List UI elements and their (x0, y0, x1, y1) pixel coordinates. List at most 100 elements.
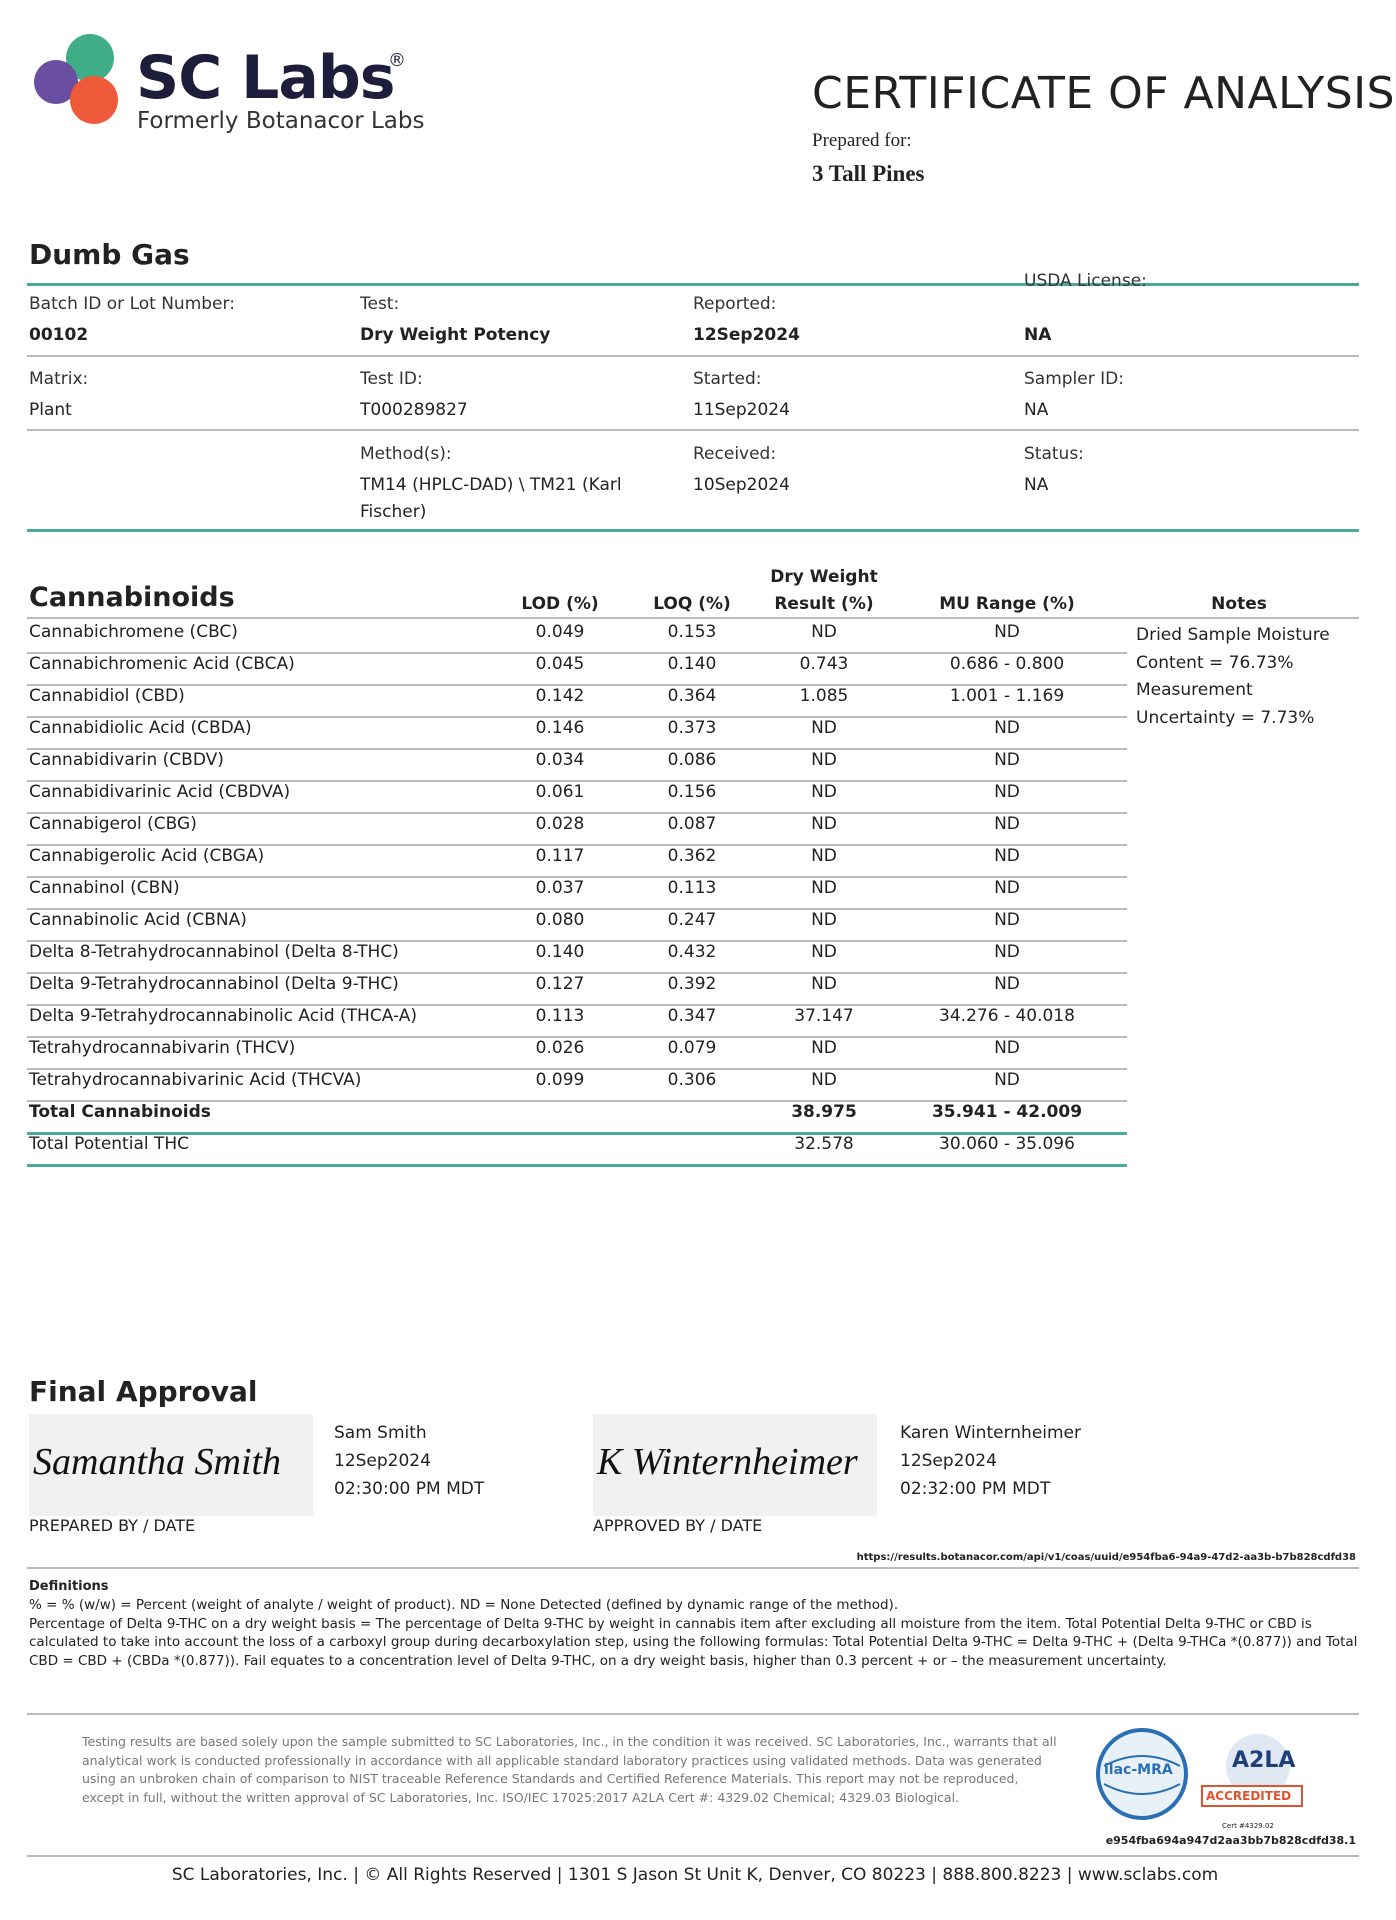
definition-text: % = % (w/w) = Percent (weight of analyte… (29, 1597, 899, 1613)
cell-mu: ND (994, 974, 1020, 994)
document-hash: e954fba694a947d2aa3bb7b828cdfd38.1 (1105, 1834, 1356, 1847)
cell-lod: 0.049 (535, 622, 585, 642)
rule-line (27, 1567, 1359, 1569)
cell-mu: ND (994, 942, 1020, 962)
cell-result: ND (811, 878, 837, 898)
cell-loq: 0.364 (667, 686, 717, 706)
info-value: TM14 (HPLC-DAD) \ TM21 (Karl Fischer) (360, 475, 622, 523)
cell-result: ND (811, 974, 837, 994)
total-mu: 35.941 - 42.009 (931, 1102, 1083, 1122)
cell-loq: 0.247 (667, 910, 717, 930)
sign-date: 12Sep2024 (334, 1451, 431, 1471)
column-header: Notes (1211, 594, 1267, 614)
column-header: LOQ (%) (653, 594, 731, 614)
rule-line (27, 876, 1127, 878)
cell-loq: 0.392 (667, 974, 717, 994)
analyte-name: Cannabidivarinic Acid (CBDVA) (29, 782, 291, 802)
cell-loq: 0.113 (667, 878, 717, 898)
ilac-logo (1096, 1728, 1188, 1820)
analyte-name: Cannabidiolic Acid (CBDA) (29, 718, 252, 738)
info-value: 12Sep2024 (693, 325, 800, 345)
cell-lod: 0.061 (535, 782, 585, 802)
cell-lod: 0.099 (535, 1070, 585, 1090)
rule-line (27, 1068, 1127, 1070)
cell-lod: 0.140 (535, 942, 585, 962)
report-url: https://results.botanacor.com/api/v1/coa… (856, 1552, 1356, 1563)
column-header: LOD (%) (521, 594, 599, 614)
cell-mu: 1.001 - 1.169 (949, 686, 1065, 706)
cell-loq: 0.432 (667, 942, 717, 962)
analyte-name: Cannabidiol (CBD) (29, 686, 185, 706)
rule-line (27, 908, 1127, 910)
rule-line (27, 1164, 1127, 1167)
info-label: Reported: (693, 294, 777, 314)
cell-mu: 34.276 - 40.018 (939, 1006, 1075, 1026)
cell-mu: ND (994, 878, 1020, 898)
cell-result: ND (811, 1070, 837, 1090)
document-title: CERTIFICATE OF ANALYSIS (812, 68, 1396, 119)
total-mu: 30.060 - 35.096 (939, 1134, 1075, 1154)
definition-text: Percentage of Delta 9-THC on a dry weigh… (29, 1615, 1358, 1669)
cell-loq: 0.306 (667, 1070, 717, 1090)
info-label: Received: (693, 444, 777, 464)
client-name: 3 Tall Pines (812, 161, 925, 186)
cell-result: ND (811, 1038, 837, 1058)
rule-line (27, 1036, 1127, 1038)
cell-result: ND (811, 782, 837, 802)
info-label: Started: (693, 369, 762, 389)
cell-loq: 0.362 (667, 846, 717, 866)
ilac-label: ilac-MRA (1104, 1762, 1173, 1778)
rule-line (27, 617, 1359, 619)
rule-line (27, 1713, 1359, 1715)
signature: Samantha Smith (33, 1441, 282, 1483)
info-label: Method(s): (360, 444, 452, 464)
cell-result: ND (811, 910, 837, 930)
analyte-name: Delta 9-Tetrahydrocannabinol (Delta 9-TH… (29, 974, 399, 994)
brand-mark: ® (388, 50, 406, 71)
info-value: NA (1024, 400, 1049, 420)
column-header: MU Range (%) (939, 594, 1075, 614)
cell-lod: 0.142 (535, 686, 585, 706)
rule-line (27, 652, 1127, 654)
info-label: Status: (1024, 444, 1084, 464)
cell-mu: ND (994, 718, 1020, 738)
total-result: 32.578 (794, 1134, 854, 1154)
cell-loq: 0.373 (667, 718, 717, 738)
analyte-name: Cannabinolic Acid (CBNA) (29, 910, 247, 930)
cell-lod: 0.028 (535, 814, 585, 834)
cell-loq: 0.086 (667, 750, 717, 770)
cell-mu: ND (994, 782, 1020, 802)
sign-time: 02:32:00 PM MDT (900, 1479, 1051, 1499)
info-value: 11Sep2024 (693, 400, 790, 420)
signer-name: Sam Smith (334, 1423, 427, 1443)
cell-mu: 0.686 - 0.800 (949, 654, 1065, 674)
info-value: 00102 (29, 325, 89, 345)
signature-box (593, 1414, 877, 1516)
cell-result: ND (811, 942, 837, 962)
rule-line (27, 844, 1127, 846)
sign-label: APPROVED BY / DATE (593, 1516, 763, 1535)
cell-result: ND (811, 750, 837, 770)
info-label: Test ID: (360, 369, 423, 389)
product-name: Dumb Gas (29, 238, 190, 271)
rule-line (27, 1004, 1127, 1006)
rule-line (27, 529, 1359, 532)
cell-mu: ND (994, 846, 1020, 866)
sign-label: PREPARED BY / DATE (29, 1516, 196, 1535)
info-value: 10Sep2024 (693, 475, 790, 495)
rule-line (27, 1132, 1127, 1135)
brand-subtitle: Formerly Botanacor Labs (137, 108, 425, 134)
info-label: Matrix: (29, 369, 89, 389)
column-header: Dry Weight Result (%) (770, 567, 878, 615)
info-value: T000289827 (360, 400, 468, 420)
cell-loq: 0.087 (667, 814, 717, 834)
cell-mu: ND (994, 910, 1020, 930)
analyte-name: Cannabigerolic Acid (CBGA) (29, 846, 265, 866)
info-label: Test: (360, 294, 400, 314)
cell-result: ND (811, 622, 837, 642)
analyte-name: Delta 9-Tetrahydrocannabinolic Acid (THC… (29, 1006, 417, 1026)
footer: SC Laboratories, Inc. | © All Rights Res… (171, 1865, 1219, 1885)
cell-mu: ND (994, 814, 1020, 834)
rule-line (27, 684, 1127, 686)
cell-result: ND (811, 718, 837, 738)
